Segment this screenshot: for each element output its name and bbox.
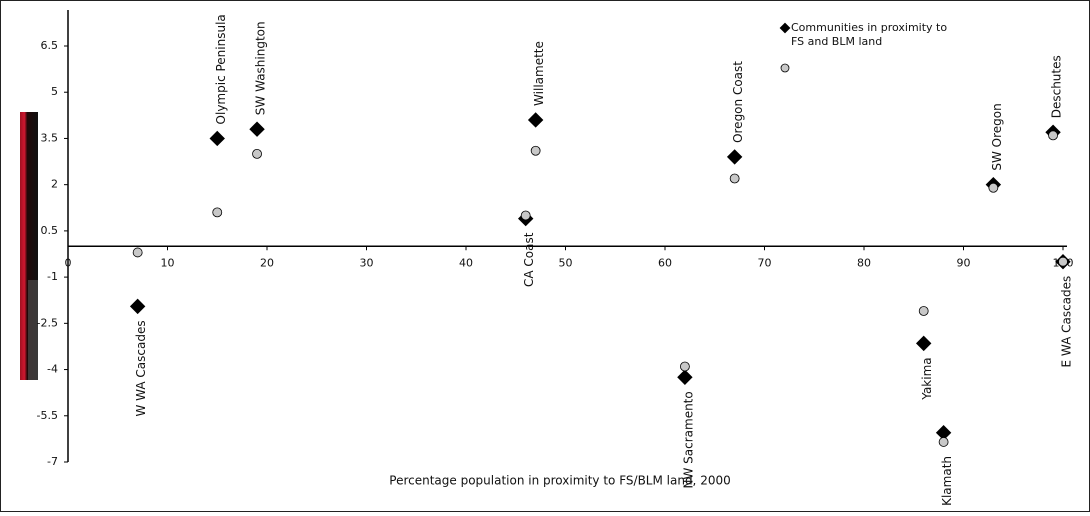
y-tick-label: 2 [51,178,58,191]
y-tick-label: -7 [47,455,58,468]
x-tick-label: 40 [459,256,473,269]
circle-point [252,148,262,159]
y-tick-label: 0.5 [41,224,59,237]
x-tick-label: 10 [161,256,175,269]
point-label: Yakima [920,357,934,400]
diamond-point [726,149,743,165]
circle-point [988,182,999,193]
y-tick-label: -2.5 [37,316,58,329]
x-tick-label: 20 [260,256,274,269]
x-axis-title: Percentage population in proximity to FS… [389,474,730,488]
diamond-point [677,369,693,385]
point-label: NW Sacramento [681,391,695,488]
image-strip-detail [28,280,38,380]
circle-point [729,173,740,184]
y-tick-label: 3.5 [41,131,59,144]
x-tick-label: 60 [658,256,672,269]
point-label: CA Coast [522,232,536,287]
y-tick-label: -1 [47,270,58,283]
circle-point [680,361,690,372]
diamond-point [779,22,791,34]
point-label: E WA Cascades [1060,276,1074,368]
circle-point [530,145,541,156]
circle-point [918,306,929,316]
diamond-point [129,298,146,315]
y-tick-label: -4 [47,363,58,376]
circle-point [1058,256,1068,267]
point-label: SW Oregon [990,103,1004,170]
diamond-point [249,121,265,137]
point-label: Deschutes [1050,55,1064,118]
x-tick-label: 50 [559,256,573,269]
x-tick-label: 90 [957,256,971,269]
y-tick-label: 5 [51,85,58,98]
point-label: W WA Cascades [134,320,148,416]
circle-point [780,63,790,73]
y-tick-label: -5.5 [37,409,58,422]
point-label: Oregon Coast [731,61,745,143]
circle-point [212,207,223,218]
circle-point [1048,130,1058,141]
circle-point [938,437,949,447]
legend-label: Communities in proximity to FS and BLM la… [791,21,947,48]
x-tick-label: 80 [857,256,871,269]
diamond-point [527,112,544,128]
circle-point [132,247,143,258]
point-label: SW Washington [254,21,268,115]
diamond-point [209,130,225,147]
x-tick-label: 0 [65,256,72,269]
point-label: Willamette [532,41,546,106]
y-tick-label: 6.5 [41,39,59,52]
x-tick-label: 30 [360,256,374,269]
x-tick-label: 70 [758,256,772,269]
diamond-point [915,335,932,352]
circle-point [520,210,531,221]
point-label: Klamath [940,456,954,506]
point-label: Olympic Peninsula [214,14,228,124]
